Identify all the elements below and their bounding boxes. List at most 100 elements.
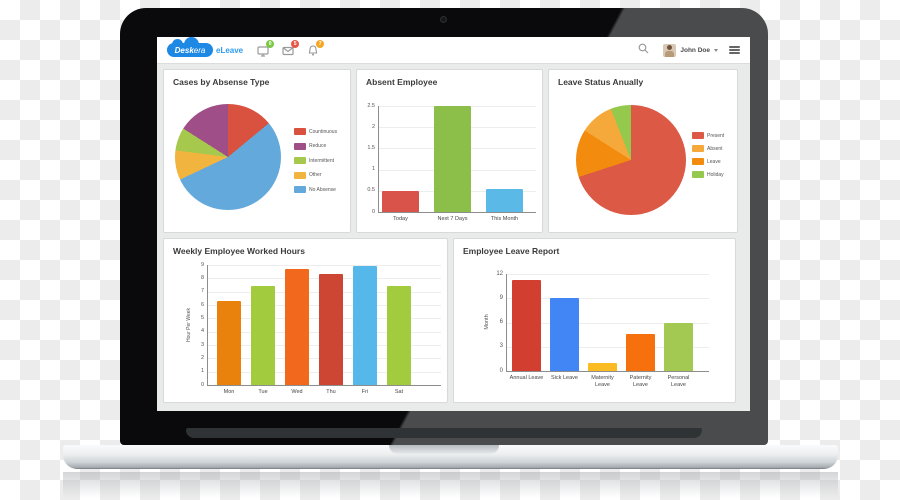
legend-chip bbox=[692, 171, 704, 178]
avatar-body bbox=[665, 50, 675, 57]
x-axis-label: Fri bbox=[361, 389, 369, 395]
y-tick-label: 9 bbox=[499, 294, 503, 301]
bar-chart-absent-employee: 0 0.5 1 1.5 2 2.5 Today Next 7 Days This Month bbox=[357, 70, 542, 232]
bar-annual-leave[interactable] bbox=[512, 279, 541, 371]
deskera-logo[interactable]: Deskera eLeave bbox=[167, 37, 244, 57]
card-title: Employee Leave Report bbox=[463, 246, 560, 256]
bar-tue[interactable] bbox=[251, 286, 275, 385]
bar-maternity-leave[interactable] bbox=[588, 362, 617, 371]
x-axis-label: Tue bbox=[258, 389, 268, 395]
x-axis-label: Sat bbox=[394, 389, 404, 395]
card-title: Absent Employee bbox=[366, 77, 438, 87]
gridline bbox=[207, 265, 441, 266]
chevron-down-icon[interactable] bbox=[714, 48, 718, 52]
x-axis-label: Maternity Leave bbox=[591, 375, 614, 389]
laptop-lid-notch bbox=[389, 445, 499, 454]
notification-icons: 0 5 7 bbox=[257, 40, 325, 57]
monitor-badge: 0 bbox=[266, 40, 275, 48]
gridline bbox=[506, 346, 709, 348]
bell-icon[interactable]: 7 bbox=[307, 40, 325, 56]
webcam-icon bbox=[441, 17, 446, 22]
laptop-base bbox=[63, 445, 838, 469]
bell-badge: 7 bbox=[316, 40, 325, 48]
y-tick-label: 12 bbox=[496, 270, 503, 277]
x-axis-label: Mon bbox=[223, 389, 235, 395]
user-name[interactable]: John Doe bbox=[680, 46, 710, 54]
bar-fri[interactable] bbox=[353, 265, 377, 385]
avatar-head bbox=[667, 45, 673, 50]
bar-sat[interactable] bbox=[387, 286, 411, 385]
y-tick-label: 6 bbox=[200, 301, 204, 308]
laptop-reflection bbox=[63, 472, 838, 498]
y-axis-line bbox=[378, 106, 379, 212]
legend-label: Present bbox=[707, 132, 725, 139]
monitor-icon[interactable]: 0 bbox=[257, 40, 275, 57]
legend-item: Holiday bbox=[692, 171, 724, 178]
user-avatar[interactable] bbox=[663, 43, 677, 57]
bar-next-7-days[interactable] bbox=[434, 106, 471, 212]
bar-personal-leave[interactable] bbox=[664, 322, 693, 371]
x-axis-label: Thu bbox=[326, 389, 336, 395]
legend-chip bbox=[692, 158, 704, 165]
legend-label: Intermittent bbox=[309, 157, 335, 164]
hamburger-menu-icon[interactable] bbox=[729, 45, 740, 56]
mail-badge: 5 bbox=[291, 40, 300, 48]
y-tick-label: 0 bbox=[200, 381, 204, 388]
y-tick-label: 0 bbox=[499, 367, 503, 374]
legend-chip bbox=[692, 145, 704, 152]
legend-leave-status-anually: Present Absent Leave Holiday bbox=[692, 132, 724, 178]
app-header: Deskera eLeave 0 5 7 bbox=[157, 37, 750, 64]
legend-label: Other bbox=[309, 172, 322, 178]
bar-wed[interactable] bbox=[285, 269, 309, 385]
y-tick-label: 6 bbox=[499, 319, 503, 325]
header-right: John Doe bbox=[638, 41, 740, 59]
x-axis-label: Next 7 Days bbox=[437, 216, 468, 222]
y-tick-label: 3 bbox=[499, 343, 503, 350]
gridline bbox=[506, 298, 709, 300]
y-tick-label: 2 bbox=[200, 354, 204, 361]
bar-paternity-leave[interactable] bbox=[626, 333, 655, 371]
legend-label: No Absense bbox=[309, 186, 336, 193]
legend-label: Reduce bbox=[309, 143, 327, 149]
pie-cases-by-absense-type[interactable] bbox=[175, 104, 281, 210]
logo-text-product: eLeave bbox=[216, 45, 244, 55]
legend-label: Countinuous bbox=[309, 128, 338, 135]
deskera-cloud-logo: Deskera bbox=[167, 37, 213, 57]
y-tick-label: 3 bbox=[200, 341, 204, 348]
legend-chip bbox=[692, 132, 704, 139]
card-absent-employee: Absent Employee 0 0.5 1 1.5 2 2.5 Today Next 7 … bbox=[356, 69, 543, 233]
bar-today[interactable] bbox=[382, 190, 419, 212]
bar-chart-employee-leave-report: 0 3 6 9 12 Annual Leave Sick Leave Maternity Le… bbox=[454, 239, 735, 402]
bar-this-month[interactable] bbox=[486, 188, 523, 212]
x-axis-label: This Month bbox=[490, 216, 519, 222]
legend-chip bbox=[294, 128, 306, 135]
bar-chart-weekly-worked-hours: 0 1 2 3 4 5 6 7 8 9 Mon Tue Wed Thu Fri Sat bbox=[164, 239, 447, 402]
y-tick-label: 1.5 bbox=[367, 144, 375, 151]
y-tick-label: 1 bbox=[371, 166, 375, 173]
bar-sick-leave[interactable] bbox=[550, 298, 579, 371]
bar-thu[interactable] bbox=[319, 274, 343, 385]
y-tick-label: 7 bbox=[200, 288, 204, 295]
y-axis-line bbox=[506, 274, 507, 371]
card-row-top: Cases by Absense Type Countinuous Reduce I… bbox=[163, 69, 744, 233]
x-axis-label: Annual Leave bbox=[509, 375, 544, 381]
y-tick-label: 5 bbox=[200, 314, 204, 321]
legend-item: Other bbox=[294, 171, 337, 179]
legend-item: Absent bbox=[692, 145, 724, 152]
mail-icon[interactable]: 5 bbox=[282, 40, 300, 56]
pie-leave-status-anually[interactable] bbox=[576, 105, 686, 215]
legend-chip bbox=[294, 142, 306, 150]
x-axis-line bbox=[506, 371, 709, 372]
bar-mon[interactable] bbox=[217, 301, 241, 385]
dashboard-main: Cases by Absense Type Countinuous Reduce I… bbox=[157, 64, 750, 408]
card-employee-leave-report: Employee Leave Report Month 0 3 6 9 12 Annual… bbox=[453, 238, 736, 403]
legend-item: Present bbox=[692, 132, 724, 139]
card-title: Leave Status Anually bbox=[558, 77, 644, 87]
x-axis-label: Wed bbox=[291, 389, 303, 395]
card-row-bottom: Weekly Employee Worked Hours Hour Per We… bbox=[163, 238, 744, 403]
x-axis-label: Today bbox=[393, 216, 408, 222]
y-tick-label: 8 bbox=[200, 274, 204, 281]
legend-chip bbox=[294, 157, 306, 164]
search-icon[interactable] bbox=[638, 41, 649, 59]
